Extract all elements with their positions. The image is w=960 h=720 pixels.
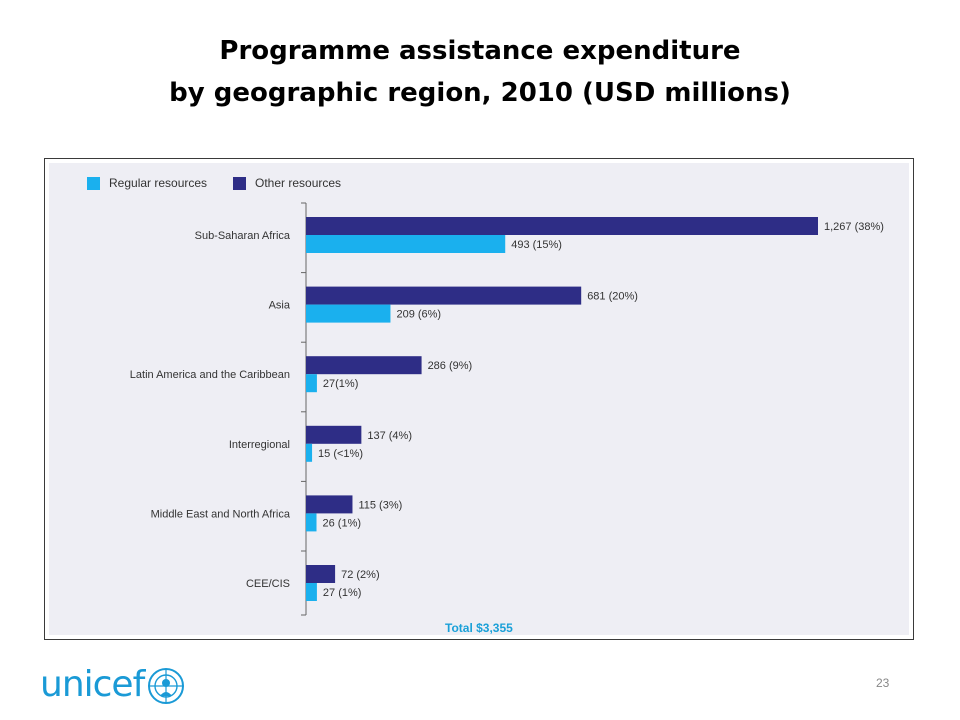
logo-wordmark: unicef [40, 664, 145, 705]
bar-value-label: 209 (6%) [396, 309, 441, 321]
slide-title: Programme assistance expenditure by geog… [0, 30, 960, 114]
slide-title-line-2: by geographic region, 2010 (USD millions… [169, 78, 791, 108]
bar-regular-resources [306, 235, 506, 253]
bar-value-label: 15 (<1%) [318, 448, 363, 460]
bar-other-resources [306, 356, 422, 375]
bar-chart-plot: Sub-Saharan Africa 1,267 (38%) 493 (15%) As… [130, 202, 884, 616]
bar-value-label: 493 (15%) [511, 239, 562, 251]
category-label: CEE/CIS [246, 578, 290, 590]
chart-total-label: Total $3,355 [445, 621, 513, 635]
legend-label-regular: Regular resources [109, 176, 208, 190]
category-label: Middle East and North Africa [151, 508, 291, 520]
legend-swatch-other [233, 177, 246, 190]
bar-value-label: 27 (1%) [323, 587, 362, 599]
page-number: 23 [876, 676, 890, 690]
bar-value-label: 137 (4%) [367, 430, 412, 442]
bar-other-resources [306, 495, 353, 514]
bar-value-label: 27(1%) [323, 378, 358, 390]
bar-value-label: 115 (3%) [358, 499, 402, 511]
bar-other-resources [306, 565, 336, 583]
bar-regular-resources [306, 443, 313, 462]
bar-other-resources [306, 217, 818, 235]
bar-regular-resources [306, 374, 317, 393]
bar-value-label: 72 (2%) [341, 569, 380, 581]
unicef-logo: unicef [40, 662, 200, 708]
bar-regular-resources [306, 513, 317, 532]
bar-other-resources [306, 286, 582, 305]
category-label: Asia [269, 300, 291, 312]
chart-frame: Regular resources Other resources Sub-Sa… [44, 158, 914, 640]
bar-value-label: 286 (9%) [428, 360, 473, 372]
bar-value-label: 681 (20%) [587, 291, 638, 303]
legend-label-other: Other resources [255, 176, 342, 190]
bar-value-label: 26 (1%) [323, 517, 362, 529]
legend-swatch-regular [87, 177, 100, 190]
category-label: Latin America and the Caribbean [130, 369, 290, 381]
bar-regular-resources [306, 304, 391, 323]
slide-title-line-1: Programme assistance expenditure [219, 36, 741, 66]
bar-value-label: 1,267 (38%) [824, 221, 884, 233]
category-label: Sub-Saharan Africa [195, 230, 291, 242]
chart-panel: Regular resources Other resources Sub-Sa… [49, 163, 909, 635]
bar-regular-resources [306, 583, 317, 601]
bar-other-resources [306, 425, 362, 444]
un-emblem-icon [148, 668, 184, 704]
category-label: Interregional [229, 439, 290, 451]
